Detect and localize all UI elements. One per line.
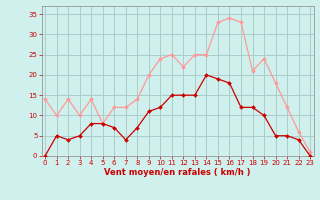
X-axis label: Vent moyen/en rafales ( km/h ): Vent moyen/en rafales ( km/h ) xyxy=(104,168,251,177)
